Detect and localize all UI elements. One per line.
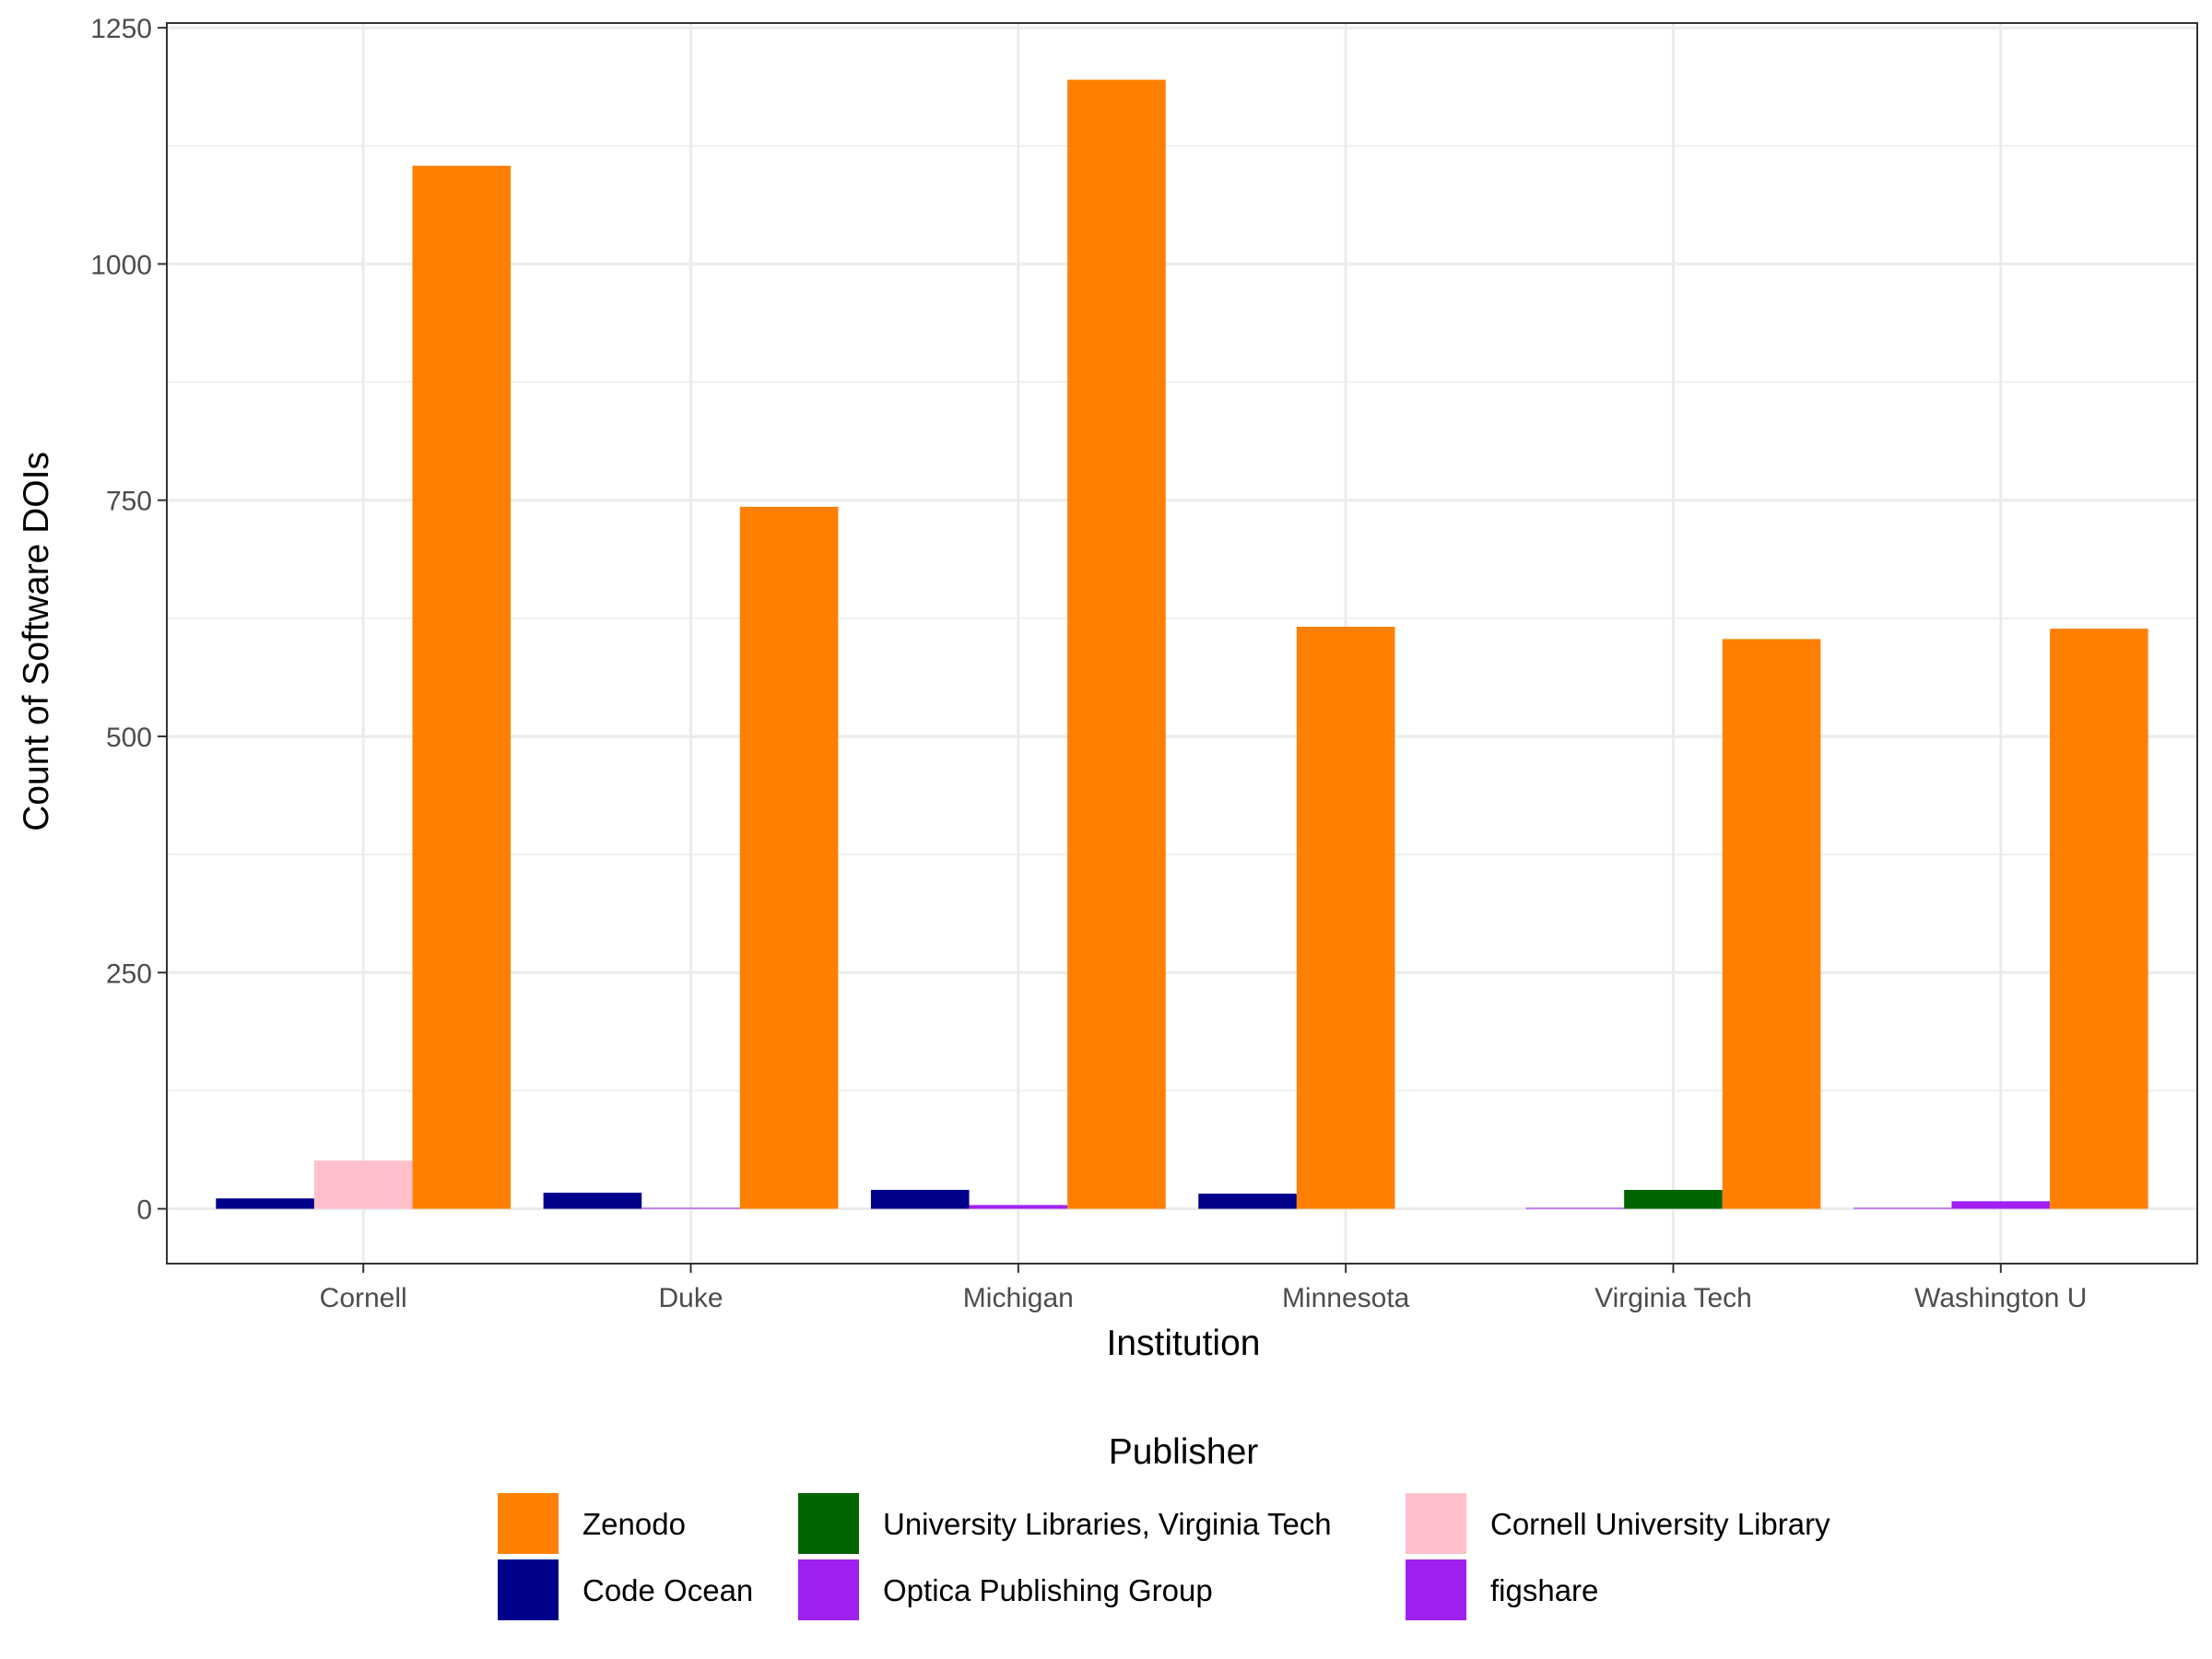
panel-border: [166, 22, 2198, 1265]
bar: [2050, 629, 2148, 1209]
bar: [739, 506, 839, 1209]
legend-label: Optica Publishing Group: [883, 1573, 1213, 1607]
y-tick-label: 1250: [90, 14, 152, 44]
x-tick-label: Michigan: [963, 1283, 1074, 1313]
y-tick-label: 750: [106, 487, 152, 517]
bar: [969, 1205, 1068, 1209]
bar: [870, 1190, 970, 1209]
bars: [216, 79, 2148, 1209]
legend-key: [798, 1559, 859, 1620]
y-tick-label: 500: [106, 723, 152, 753]
x-tick-label: Virginia Tech: [1594, 1283, 1752, 1313]
legend: Zenodo Code Ocean University Libraries, Vi…: [498, 1493, 1830, 1620]
bar: [543, 1193, 642, 1209]
legend-key: [1406, 1559, 1466, 1620]
legend-key: [498, 1493, 559, 1554]
legend-key: [498, 1559, 559, 1620]
legend-label: Zenodo: [582, 1507, 686, 1541]
y-tick-label: 1000: [90, 250, 152, 280]
bar: [1951, 1201, 2051, 1209]
x-tick-label: Minnesota: [1282, 1283, 1410, 1313]
bar: [313, 1160, 413, 1209]
legend-label: University Libraries, Virginia Tech: [883, 1507, 1332, 1541]
y-axis-title: Count of Software DOIs: [17, 452, 56, 831]
legend-label: Cornell University Library: [1490, 1507, 1830, 1541]
legend-label: Code Ocean: [582, 1573, 753, 1607]
bar: [641, 1207, 740, 1209]
bar: [412, 165, 512, 1209]
y-tick-label: 250: [106, 959, 152, 989]
bar: [216, 1198, 314, 1209]
x-axis-title: Institution: [1107, 1324, 1261, 1363]
bar: [1296, 627, 1395, 1209]
bar: [1198, 1194, 1297, 1209]
x-tick-label: Cornell: [320, 1283, 407, 1313]
bar: [1853, 1207, 1952, 1209]
bar: [1067, 79, 1166, 1209]
legend-label: figshare: [1490, 1573, 1598, 1607]
bar: [1722, 639, 1821, 1209]
x-axis: Cornell Duke Michigan Minnesota Virginia Tec…: [320, 1264, 2087, 1313]
y-tick-label: 0: [136, 1195, 152, 1226]
bar: [1624, 1190, 1723, 1209]
x-tick-label: Washington U: [1914, 1283, 2087, 1313]
legend-title: Publisher: [1109, 1432, 1259, 1472]
legend-key: [1406, 1493, 1466, 1554]
bar: [1525, 1207, 1625, 1209]
x-tick-label: Duke: [658, 1283, 723, 1313]
y-axis: 0 250 500 750 1000 1250: [90, 14, 167, 1226]
legend-key: [798, 1493, 859, 1554]
